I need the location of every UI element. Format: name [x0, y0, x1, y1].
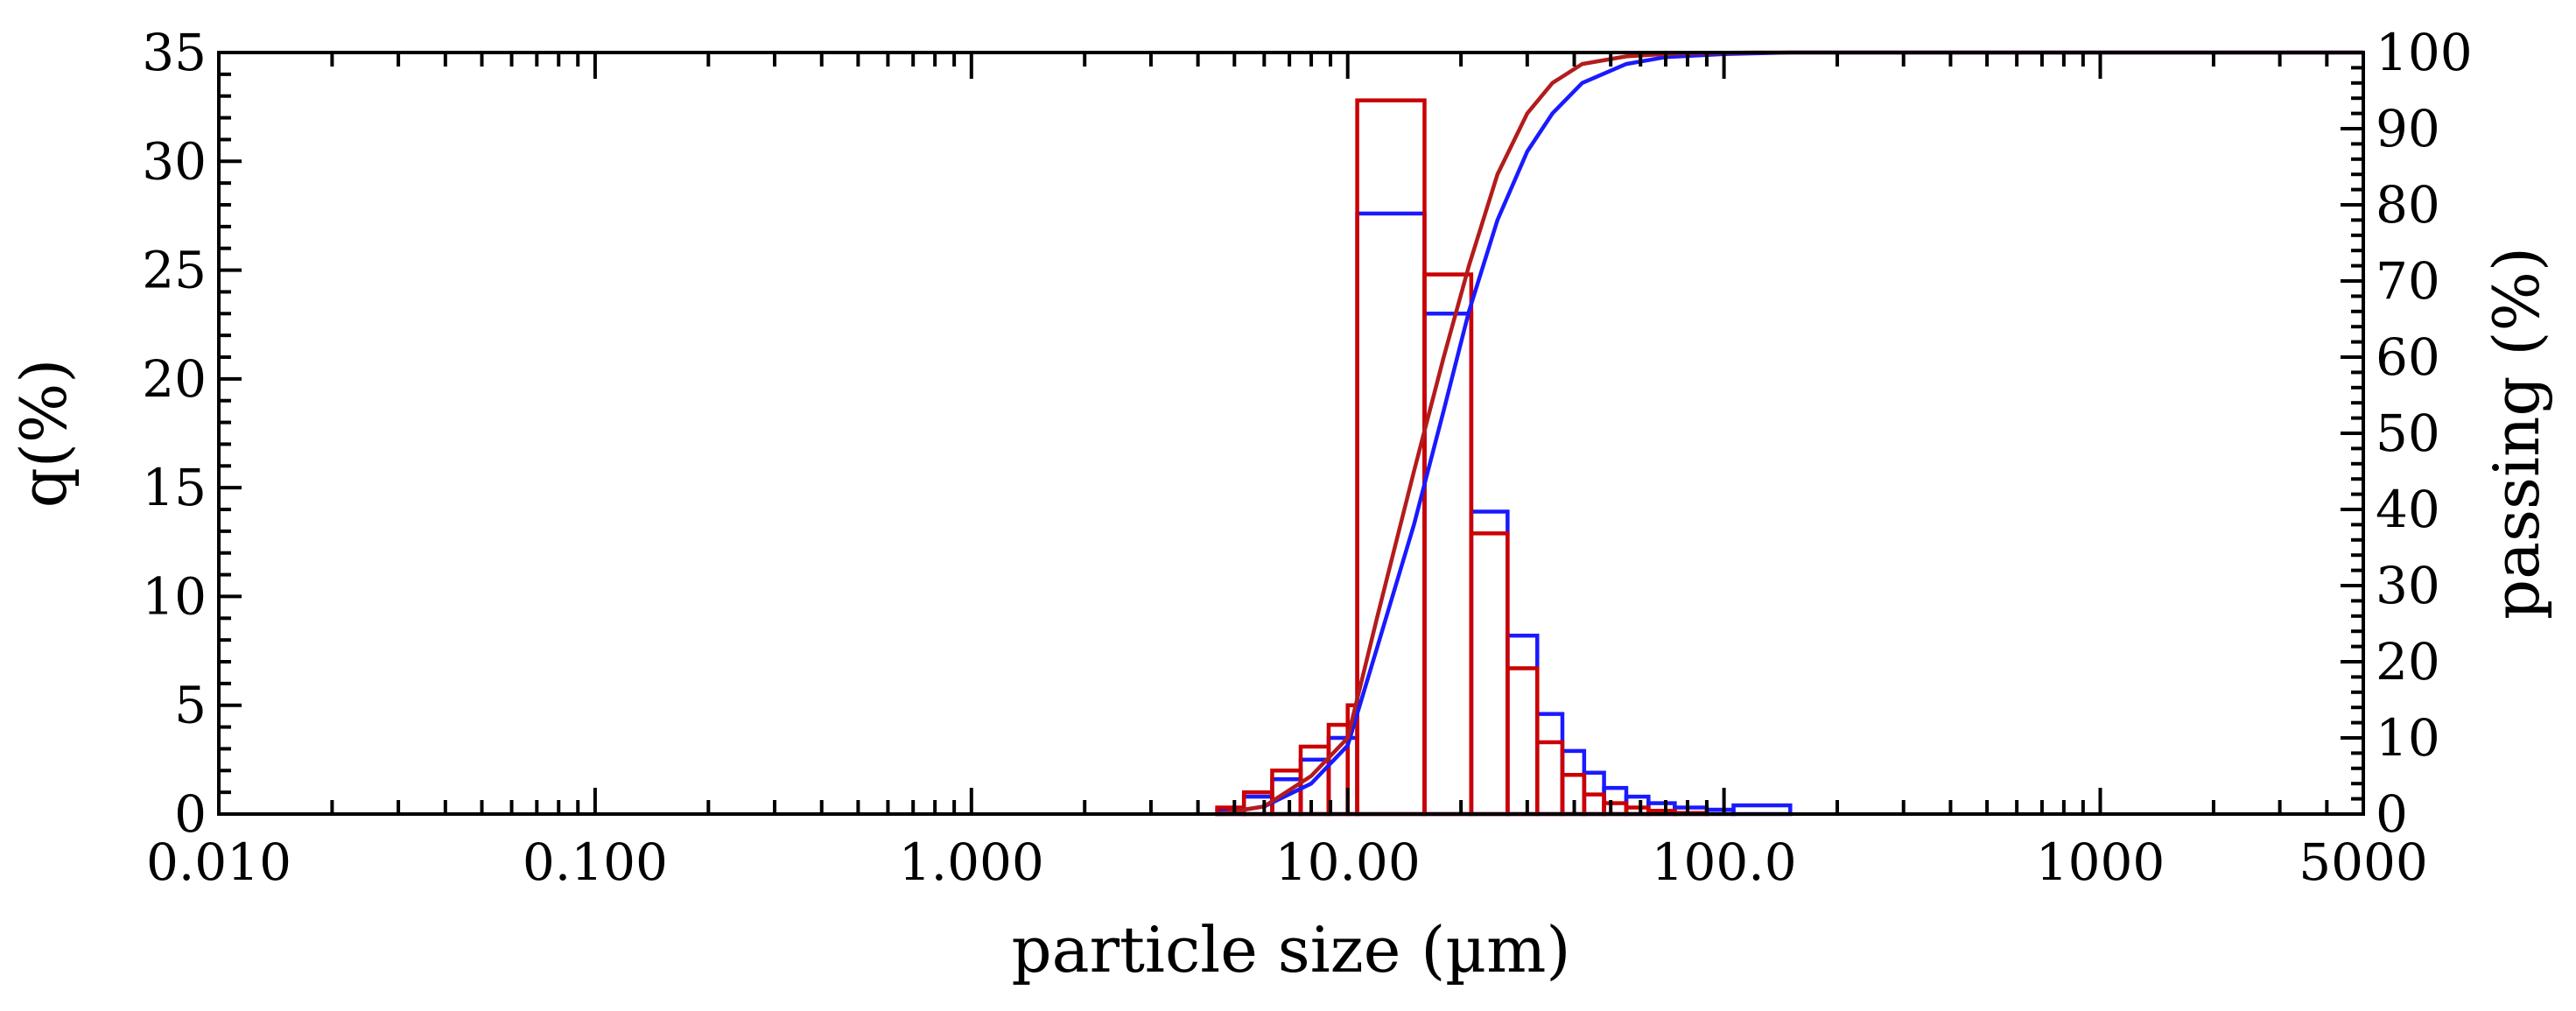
histogram-bar-red-8 [1469, 531, 1510, 817]
y-right-tick-label: 70 [2376, 251, 2440, 311]
histogram-bar-blue-13 [1624, 794, 1651, 817]
axis-ticks [217, 51, 2365, 816]
tick-labels: 0.010 0.100 1.000 10.00 100.0 1000 50000510152… [142, 23, 2473, 892]
y-left-tick-label: 35 [142, 23, 207, 82]
histogram-bar-red-10 [1535, 740, 1565, 817]
histogram-bar-blue-8 [1506, 633, 1540, 817]
cumulative-curves-layer [1217, 50, 2363, 817]
y-right-tick-label: 40 [2376, 480, 2440, 539]
y-right-tick-label: 100 [2376, 23, 2473, 82]
y-right-tick-label: 90 [2376, 99, 2440, 158]
y-left-tick-label: 10 [142, 566, 207, 626]
histogram-bar-blue-7 [1469, 509, 1510, 817]
x-tick-label: 1.000 [899, 832, 1044, 892]
cumulative-line-blue [1217, 50, 2363, 817]
y-right-tick-label: 0 [2376, 784, 2408, 844]
y-left-tick-label: 25 [142, 241, 207, 300]
histogram-bar-blue-9 [1535, 712, 1565, 817]
x-tick-label: 0.010 [146, 832, 291, 892]
y-right-tick-label: 50 [2376, 404, 2440, 463]
y-right-tick-label: 10 [2376, 708, 2440, 768]
histogram-bar-red-12 [1582, 792, 1606, 817]
histogram-bar-red-9 [1506, 666, 1540, 817]
x-axis-title: particle size (µm) [1012, 913, 1571, 986]
x-tick-label: 5000 [2299, 832, 2428, 892]
x-tick-label: 0.100 [523, 832, 668, 892]
y-left-tick-label: 20 [142, 349, 207, 409]
histogram-bar-blue-12 [1602, 785, 1629, 817]
x-tick-label: 10.00 [1275, 832, 1421, 892]
y-left-tick-label: 15 [142, 458, 207, 517]
histogram-bar-red-6 [1355, 98, 1427, 817]
y-right-tick-label: 80 [2376, 175, 2440, 235]
y-axis-left-title: q(%) [7, 359, 81, 509]
cumulative-line-red [1217, 50, 2363, 817]
plot-area-frame [217, 51, 2365, 816]
y-right-tick-label: 30 [2376, 556, 2440, 615]
histogram-bar-red-7 [1422, 272, 1474, 817]
histogram-bar-blue-5 [1355, 211, 1427, 817]
x-tick-label: 100.0 [1652, 832, 1797, 892]
y-right-tick-label: 60 [2376, 327, 2440, 387]
y-left-tick-label: 0 [174, 784, 207, 844]
y-right-tick-label: 20 [2376, 632, 2440, 692]
y-left-tick-label: 5 [174, 676, 207, 735]
x-tick-label: 1000 [2036, 832, 2165, 892]
y-left-tick-label: 30 [142, 131, 207, 191]
y-axis-right-title: passing (%) [2480, 247, 2553, 620]
